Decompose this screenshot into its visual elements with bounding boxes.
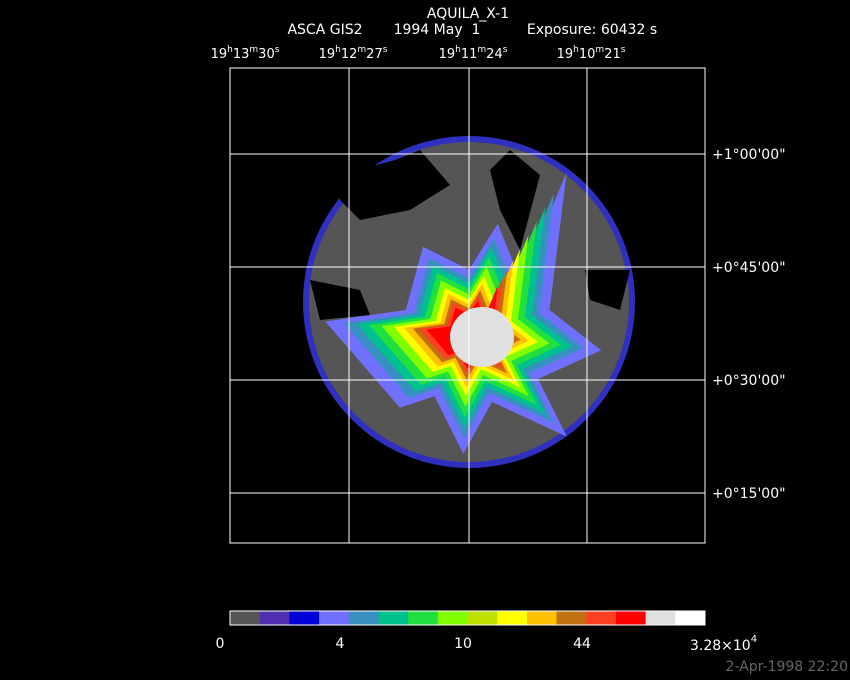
timestamp: 2-Apr-1998 22:20	[726, 659, 848, 675]
source-core	[450, 307, 514, 367]
ra-unit: h	[227, 45, 233, 55]
colorbar-cell	[586, 611, 617, 625]
ra-unit: s	[383, 45, 388, 55]
colorbar-label: 0	[216, 636, 225, 652]
ra-unit: s	[503, 45, 508, 55]
dec-label: +0°15'00"	[712, 486, 786, 502]
colorbar-cell	[675, 611, 706, 625]
exposure: Exposure: 60432 s	[527, 22, 657, 38]
ra-unit: m	[357, 45, 366, 55]
ra-value: 12	[341, 47, 358, 62]
ra-value: 11	[461, 47, 478, 62]
ra-value: 10	[579, 47, 596, 62]
frame	[229, 67, 706, 544]
colorbar-cell	[526, 611, 557, 625]
colorbar-cell	[437, 611, 468, 625]
colorbar-cell	[408, 611, 439, 625]
title: AQUILA_X-1	[427, 6, 509, 22]
colorbar-frame	[229, 610, 706, 626]
dark-patch	[490, 150, 540, 250]
dark-patch	[585, 270, 630, 310]
colorbar-cell	[497, 611, 528, 625]
ra-value: 19	[211, 47, 228, 62]
ra-value: 27	[366, 47, 383, 62]
ra-value: 30	[258, 47, 275, 62]
exponent: 4	[751, 634, 757, 645]
ra-unit: s	[621, 45, 626, 55]
colorbar	[229, 610, 706, 626]
ra-unit: m	[249, 45, 258, 55]
dark-patch	[340, 150, 450, 220]
colorbar-label: 4	[336, 636, 345, 652]
ra-label: 19h10m21s	[557, 45, 626, 62]
colorbar-cell	[289, 611, 320, 625]
colorbar-label: 10	[454, 636, 472, 652]
obs-date: 1994 May 1	[394, 22, 481, 38]
colorbar-cell	[259, 611, 290, 625]
dec-label: +1°00'00"	[712, 147, 786, 163]
instrument: ASCA GIS2	[287, 22, 362, 38]
colorbar-cell	[230, 611, 260, 625]
colorbar-cell	[378, 611, 409, 625]
ra-value: 19	[557, 47, 574, 62]
ra-unit: s	[275, 45, 280, 55]
colorbar-max-label: 3.28×104	[690, 634, 757, 654]
ra-label: 19h11m24s	[439, 45, 508, 62]
colorbar-cell	[467, 611, 498, 625]
colorbar-cell	[645, 611, 676, 625]
ra-value: 13	[233, 47, 250, 62]
dark-patch	[310, 280, 370, 320]
mantissa: 3.28×10	[690, 638, 751, 654]
ra-label: 19h12m27s	[319, 45, 388, 62]
colorbar-label: 44	[573, 636, 591, 652]
ra-value: 21	[604, 47, 621, 62]
dec-label: +0°30'00"	[712, 373, 786, 389]
grid	[229, 67, 706, 544]
ra-unit: m	[477, 45, 486, 55]
colorbar-cell	[319, 611, 350, 625]
ra-value: 19	[439, 47, 456, 62]
colorbar-cell	[348, 611, 379, 625]
ra-unit: h	[335, 45, 341, 55]
ra-unit: h	[573, 45, 579, 55]
ra-label: 19h13m30s	[211, 45, 280, 62]
ra-value: 24	[486, 47, 503, 62]
dec-label: +0°45'00"	[712, 260, 786, 276]
colorbar-cell	[615, 611, 646, 625]
ra-value: 19	[319, 47, 336, 62]
ra-unit: m	[595, 45, 604, 55]
ra-unit: h	[455, 45, 461, 55]
sky-image	[303, 136, 635, 468]
colorbar-cell	[556, 611, 587, 625]
